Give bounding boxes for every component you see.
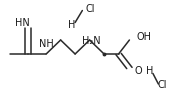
Text: H₂N: H₂N bbox=[82, 36, 100, 46]
Text: OH: OH bbox=[137, 32, 152, 42]
Text: Cl: Cl bbox=[86, 4, 95, 14]
Text: HN: HN bbox=[15, 18, 30, 28]
Text: H: H bbox=[68, 20, 75, 30]
Text: O: O bbox=[135, 66, 142, 76]
Text: Cl: Cl bbox=[157, 80, 167, 90]
Text: NH: NH bbox=[39, 40, 54, 50]
Text: H: H bbox=[146, 66, 153, 76]
